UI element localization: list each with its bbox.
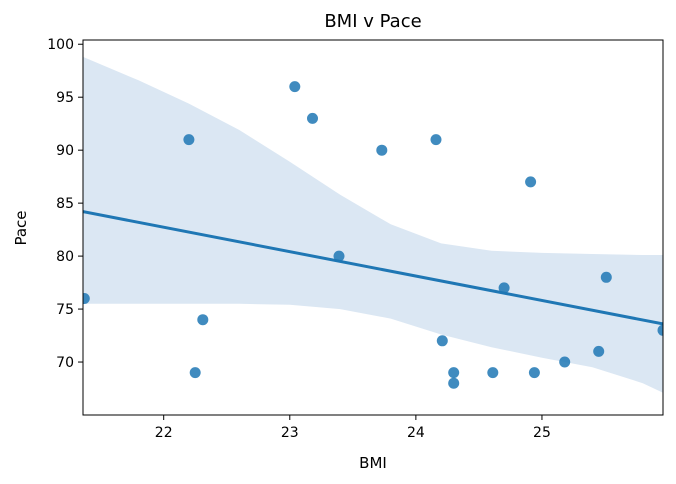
data-point <box>593 345 605 357</box>
data-point <box>183 134 195 146</box>
data-point <box>448 367 460 379</box>
data-point <box>333 250 345 262</box>
y-tick-label: 80 <box>56 249 74 265</box>
plot-frame <box>82 39 664 416</box>
data-point <box>600 271 612 283</box>
x-axis-ticks: 22 23 24 25 <box>155 415 551 441</box>
data-point <box>525 176 537 188</box>
x-tick-label: 24 <box>407 425 425 441</box>
y-tick-label: 90 <box>56 143 74 159</box>
data-point <box>487 367 499 379</box>
chart-title: BMI v Pace <box>324 11 421 32</box>
data-points-layer <box>83 81 663 389</box>
y-tick-label: 100 <box>47 37 74 53</box>
x-axis-label: BMI <box>359 454 387 472</box>
data-point <box>430 134 442 146</box>
data-point <box>559 356 571 368</box>
data-point <box>436 335 448 347</box>
y-tick-label: 95 <box>56 90 74 106</box>
confidence-band-layer <box>83 56 663 393</box>
y-tick-label: 75 <box>56 302 74 318</box>
x-tick-label: 23 <box>281 425 299 441</box>
data-point <box>189 367 201 379</box>
data-point <box>448 377 460 389</box>
x-tick-label: 22 <box>155 425 173 441</box>
y-tick-label: 70 <box>56 355 74 371</box>
confidence-band <box>83 56 663 393</box>
data-point <box>376 144 388 156</box>
data-point <box>657 324 663 336</box>
y-tick-label: 85 <box>56 196 74 212</box>
y-axis-ticks: 70 75 80 85 90 95 100 <box>47 37 83 371</box>
data-point <box>197 314 209 326</box>
data-point <box>528 367 540 379</box>
data-point <box>289 81 301 93</box>
regression-line <box>83 210 663 326</box>
data-point <box>83 293 90 304</box>
y-axis-label: Pace <box>12 210 30 245</box>
data-point <box>307 112 318 124</box>
x-tick-label: 25 <box>533 425 551 441</box>
data-point <box>498 282 510 294</box>
regression-line-layer <box>83 210 663 326</box>
